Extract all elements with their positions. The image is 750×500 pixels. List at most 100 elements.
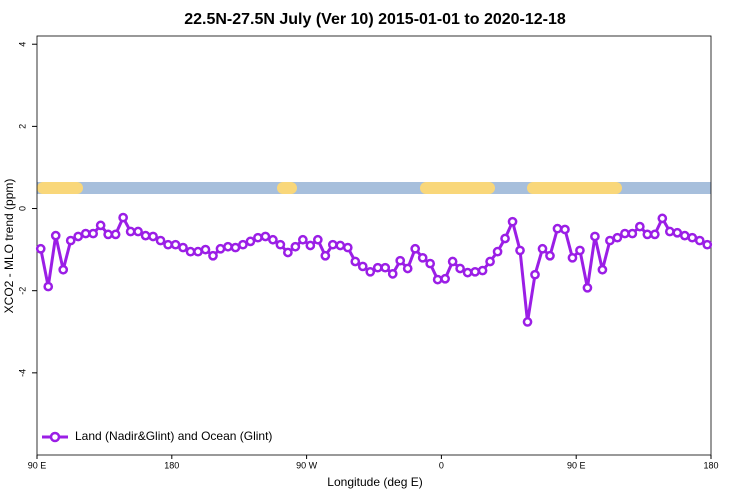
- data-point: [485, 256, 495, 267]
- data-point: [140, 230, 151, 241]
- data-point: [298, 234, 308, 245]
- legend-label: Land (Nadir&Glint) and Ocean (Glint): [75, 429, 272, 443]
- data-point: [492, 246, 503, 257]
- data-point: [702, 239, 713, 250]
- data-point: [672, 227, 683, 238]
- y-tick-label: -4: [17, 369, 27, 377]
- data-point: [627, 228, 638, 239]
- data-point: [223, 241, 233, 252]
- data-point: [342, 242, 353, 253]
- data-point: [664, 226, 675, 237]
- y-tick-label: -2: [17, 287, 27, 295]
- data-point: [230, 242, 241, 253]
- data-point: [380, 262, 391, 273]
- data-point: [275, 239, 286, 250]
- data-point: [43, 281, 54, 292]
- data-point: [657, 213, 668, 224]
- data-point: [620, 228, 630, 239]
- data-point: [50, 230, 61, 241]
- map-strip: [37, 182, 711, 194]
- y-tick-label: 0: [17, 206, 27, 211]
- data-point: [365, 266, 376, 277]
- data-point: [335, 240, 346, 251]
- data-point: [567, 252, 578, 263]
- data-point: [185, 246, 196, 257]
- x-tick-label: 90 E: [28, 460, 47, 470]
- data-point: [73, 231, 84, 242]
- data-point: [58, 264, 69, 275]
- data-point: [500, 233, 510, 244]
- data-point: [253, 232, 263, 243]
- data-point: [193, 246, 203, 257]
- data-point: [88, 228, 99, 239]
- data-point: [552, 223, 563, 234]
- data-point: [679, 230, 690, 241]
- y-tick-label: 2: [17, 124, 27, 129]
- x-tick-label: 90 W: [296, 460, 318, 470]
- data-point: [462, 267, 473, 278]
- data-point: [35, 243, 46, 254]
- data-point: [597, 264, 608, 275]
- data-point: [372, 262, 383, 273]
- data-point: [305, 240, 316, 251]
- data-point: [170, 239, 181, 250]
- data-point: [238, 239, 248, 250]
- data-point: [320, 250, 331, 261]
- data-point: [440, 273, 450, 284]
- data-point: [530, 269, 540, 280]
- data-point: [447, 256, 458, 267]
- data-point: [200, 244, 211, 255]
- data-point: [178, 242, 188, 253]
- data-point: [163, 239, 173, 250]
- x-tick-label: 0: [439, 460, 444, 470]
- data-point: [245, 236, 256, 247]
- chart-title: 22.5N-27.5N July (Ver 10) 2015-01-01 to …: [184, 11, 566, 28]
- data-point: [642, 229, 653, 240]
- y-axis-label: XCO2 - MLO trend (ppm): [2, 179, 16, 314]
- data-point: [350, 256, 361, 267]
- x-tick-label: 180: [164, 460, 179, 470]
- data-point: [417, 252, 428, 263]
- data-point: [260, 231, 271, 242]
- data-point: [410, 243, 421, 254]
- data-point: [537, 243, 548, 254]
- data-point: [65, 235, 76, 246]
- data-point: [387, 268, 398, 279]
- data-point: [125, 226, 136, 237]
- x-axis-label: Longitude (deg E): [327, 475, 422, 489]
- data-point: [582, 282, 593, 293]
- data-point: [635, 221, 645, 232]
- data-point: [455, 263, 465, 274]
- data-point: [290, 241, 301, 252]
- data-point: [395, 255, 406, 266]
- legend-marker: [49, 431, 61, 443]
- data-point: [402, 263, 413, 274]
- data-point: [612, 232, 623, 243]
- data-point: [605, 235, 615, 246]
- data-point: [590, 231, 600, 242]
- data-point: [110, 229, 121, 240]
- x-tick-label: 90 E: [567, 460, 586, 470]
- data-point: [283, 247, 293, 258]
- data-point: [575, 245, 585, 256]
- data-point: [118, 212, 128, 223]
- data-point: [312, 234, 323, 245]
- data-point: [103, 229, 113, 240]
- data-point: [215, 243, 226, 254]
- data-point: [687, 232, 698, 243]
- x-tick-label: 180: [703, 460, 718, 470]
- data-point: [425, 258, 436, 269]
- data-point: [522, 317, 533, 327]
- legend: Land (Nadir&Glint) and Ocean (Glint): [42, 429, 272, 443]
- data-point: [327, 239, 338, 250]
- data-point: [560, 224, 570, 235]
- data-point: [515, 245, 525, 256]
- data-point: [80, 228, 91, 239]
- data-point: [95, 220, 106, 231]
- data-point: [268, 234, 278, 245]
- data-point: [357, 261, 368, 272]
- data-point: [155, 235, 166, 246]
- data-point: [694, 235, 705, 246]
- data-point: [148, 231, 158, 242]
